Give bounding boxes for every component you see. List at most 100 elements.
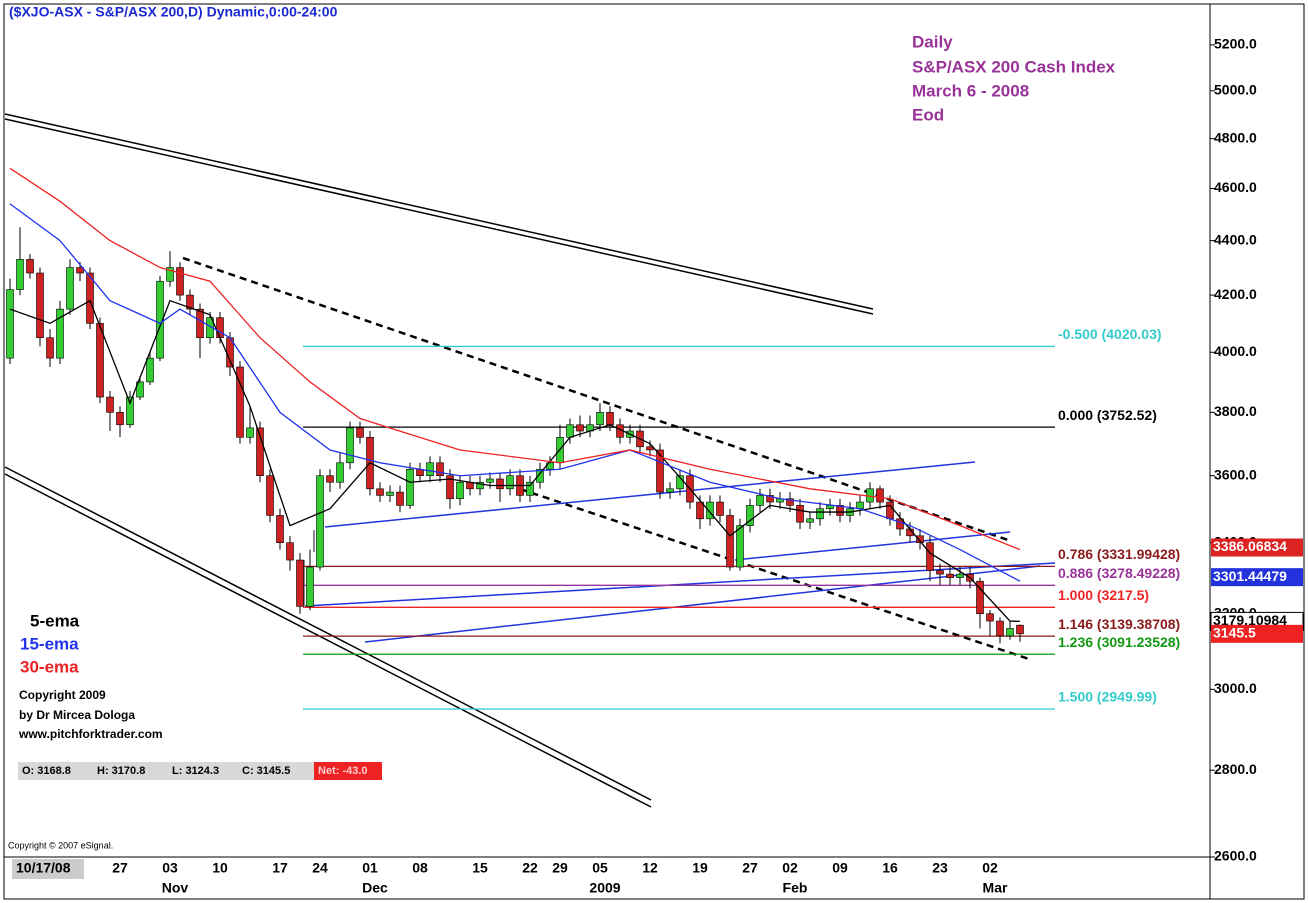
month-label: Dec: [362, 880, 388, 896]
month-label: Nov: [162, 880, 189, 896]
y-tick-label: 4800.0: [1214, 129, 1257, 145]
y-tick-label: 4600.0: [1214, 179, 1257, 195]
candle-body: [486, 478, 494, 483]
candle-body: [86, 272, 94, 324]
candle-body: [816, 508, 824, 520]
price-label: 3179.10984: [1213, 612, 1287, 628]
legend-entry: 5-ema: [30, 611, 80, 630]
net-box: [314, 762, 382, 780]
y-tick-label: 4200.0: [1214, 286, 1257, 302]
candle-body: [946, 573, 954, 578]
first-date-box: [12, 859, 84, 879]
candle-body: [346, 427, 354, 464]
month-label: Mar: [983, 880, 1008, 896]
candle-body: [256, 427, 264, 477]
fib-label: 1.500 (2949.99): [1058, 689, 1157, 705]
x-tick-label: 03: [162, 860, 178, 876]
candle-body: [66, 267, 74, 310]
x-tick-label: 27: [742, 860, 758, 876]
price-label-box: [1211, 568, 1303, 587]
candle-body: [136, 381, 144, 398]
copyright-line: by Dr Mircea Dologa: [19, 708, 135, 722]
candle-body: [296, 559, 304, 607]
x-tick-label: 02: [782, 860, 798, 876]
annotation: Daily: [912, 32, 953, 51]
candle-body: [266, 475, 274, 516]
y-axis-frame: [1209, 3, 1305, 900]
candle-body: [526, 481, 534, 496]
y-tick-label: 3800.0: [1214, 403, 1257, 419]
candle-body: [116, 412, 124, 426]
candle-body: [316, 475, 324, 568]
fib-label: 0.000 (3752.52): [1058, 407, 1157, 423]
ema-line: [9, 203, 1021, 582]
candle-body: [156, 280, 164, 359]
x-tick-label: 10: [212, 860, 228, 876]
net: Net: -43.0: [318, 765, 368, 777]
x-tick-label: 02: [982, 860, 998, 876]
fib-label: -0.500 (4020.03): [1058, 326, 1162, 342]
info-item: H: 3170.8: [97, 765, 145, 777]
x-tick-label: 23: [932, 860, 948, 876]
candle-body: [16, 259, 24, 290]
candle-body: [246, 427, 254, 438]
x-tick-label: 05: [592, 860, 608, 876]
candle-body: [916, 535, 924, 543]
copyright: Copyright 2009 by Dr Mircea Dologa www.p…: [18, 688, 163, 741]
x-tick-label: 15: [472, 860, 488, 876]
candle-body: [216, 317, 224, 339]
x-tick-label: 01: [362, 860, 378, 876]
candle-body: [856, 501, 864, 510]
x-axis-frame: [3, 856, 1211, 900]
candle-body: [146, 357, 154, 383]
y-tick-label: 4000.0: [1214, 343, 1257, 359]
annotation: March 6 - 2008: [912, 81, 1029, 100]
candle-body: [356, 427, 364, 438]
legend-entry: 15-ema: [20, 634, 79, 653]
candle-body: [796, 505, 804, 523]
price-label: 3301.44479: [1213, 568, 1287, 584]
info-bar: [18, 762, 314, 780]
x-tick-label: 24: [312, 860, 328, 876]
candle-body: [566, 424, 574, 438]
candle-body: [786, 498, 794, 506]
ema-line: [9, 299, 1021, 623]
candle-body: [726, 515, 734, 568]
info: O: 3168.8 H: 3170.8 L: 3124.3 C: 3145.5 …: [22, 765, 368, 777]
x-tick-label: 29: [552, 860, 568, 876]
copyright-line: www.pitchforktrader.com: [18, 727, 163, 741]
x-tick-label: 17: [272, 860, 288, 876]
candle-body: [996, 620, 1004, 637]
candle-body: [396, 491, 404, 506]
month-label: 2009: [589, 880, 620, 896]
candle-body: [236, 366, 244, 438]
candle-body: [26, 259, 34, 274]
candle-body: [436, 462, 444, 477]
x-tick-label: 10/17/08: [16, 860, 71, 876]
candle-body: [706, 501, 714, 520]
candle-body: [276, 515, 284, 543]
price-label: 3386.06834: [1213, 538, 1287, 554]
candle-body: [106, 396, 114, 413]
candle-body: [496, 478, 504, 490]
candle-body: [406, 468, 414, 506]
fib-label: 1.146 (3139.38708): [1058, 616, 1180, 632]
candle-body: [596, 412, 604, 426]
candle-body: [1016, 624, 1024, 635]
candle-body: [746, 505, 754, 526]
candle-body: [286, 542, 294, 561]
candle-body: [986, 613, 994, 622]
candle-body: [606, 412, 614, 426]
candle-body: [1006, 628, 1014, 637]
candle-body: [446, 475, 454, 500]
x-tick-label: 27: [112, 860, 128, 876]
y-tick-label: 5000.0: [1214, 82, 1257, 98]
fib-label: 0.786 (3331.99428): [1058, 546, 1180, 562]
candle-body: [166, 267, 174, 282]
candle-body: [576, 424, 584, 432]
candle-body: [886, 501, 894, 520]
candle-body: [426, 462, 434, 477]
candle-body: [506, 475, 514, 490]
x-tick-label: 22: [522, 860, 538, 876]
